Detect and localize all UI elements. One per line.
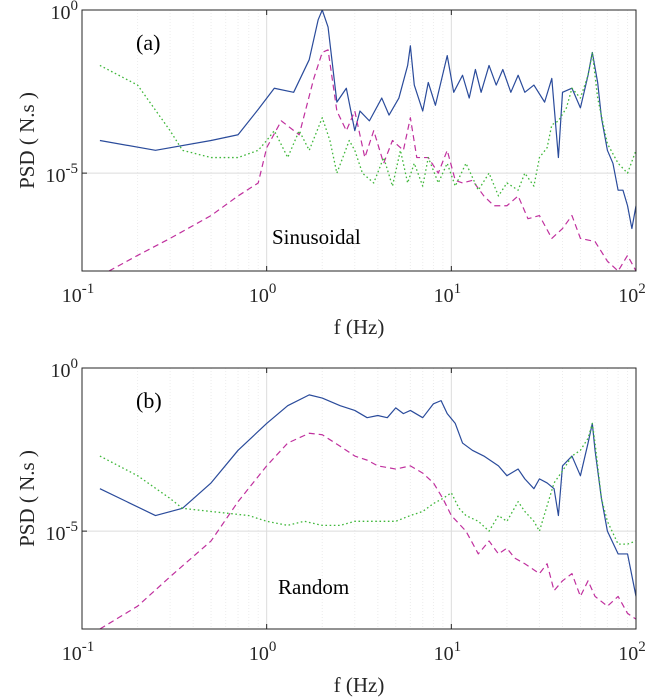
plot-area <box>82 10 636 271</box>
signal-type-annotation: Random <box>278 575 349 599</box>
series-line-solid <box>99 394 636 597</box>
series-line-dotted <box>99 422 636 545</box>
panel-label: (a) <box>136 30 160 55</box>
x-tick-label: 10-1 <box>62 639 95 665</box>
chart-panel-a: 10-1 100 101 102 10-5 100 f (Hz) PSD ( N.s ) (a)… <box>15 0 646 339</box>
x-tick-label: 100 <box>249 639 277 665</box>
series-line-dashed <box>99 432 636 629</box>
y-tick-label: 100 <box>51 356 79 382</box>
x-tick-label: 100 <box>249 281 277 307</box>
x-axis-label: f (Hz) <box>334 315 385 339</box>
grid <box>82 368 636 629</box>
series-line-solid <box>99 10 636 230</box>
series-line-dotted <box>99 51 636 197</box>
panel-label: (b) <box>136 388 162 413</box>
x-tick-label: 101 <box>434 639 462 665</box>
axes-box <box>81 9 637 272</box>
y-tick-label: 100 <box>51 0 79 24</box>
x-tick-label: 102 <box>618 281 646 307</box>
y-axis-label: PSD ( N.s ) <box>15 92 39 189</box>
y-tick-label: 10-5 <box>46 519 79 545</box>
series-line-dashed <box>108 49 636 271</box>
x-tick-label: 10-1 <box>62 281 95 307</box>
x-tick-label: 102 <box>618 639 646 665</box>
x-tick-label: 101 <box>434 281 462 307</box>
chart-panel-b: 10-1 100 101 102 10-5 100 f (Hz) PSD ( N.s ) (b)… <box>15 356 646 697</box>
y-axis-label: PSD ( N.s ) <box>15 450 39 547</box>
axes-box <box>81 367 637 630</box>
y-tick-label: 10-5 <box>46 161 79 187</box>
x-axis-label: f (Hz) <box>334 673 385 697</box>
plot-area <box>82 368 636 629</box>
grid <box>82 10 636 271</box>
signal-type-annotation: Sinusoidal <box>272 225 361 249</box>
